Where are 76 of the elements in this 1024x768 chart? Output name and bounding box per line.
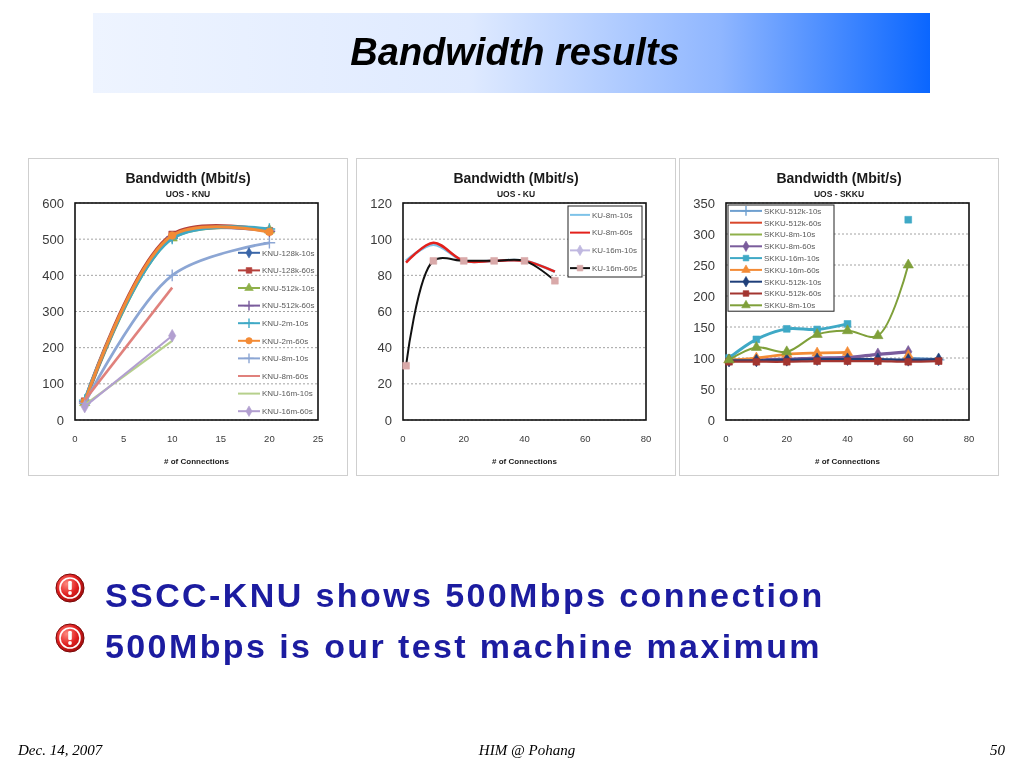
x-tick-label: 5 bbox=[120, 433, 127, 444]
legend-label: KNU-16m-10s bbox=[262, 389, 313, 399]
x-tick-label: 40 bbox=[519, 433, 530, 444]
legend-label: SKKU-8m-10s bbox=[764, 301, 816, 311]
y-tick-label: 120 bbox=[370, 195, 392, 211]
legend-label: SKKU-512k-60s bbox=[764, 289, 822, 299]
y-tick-label: 100 bbox=[370, 231, 392, 247]
y-tick-label: 0 bbox=[384, 412, 392, 428]
y-tick-label: 100 bbox=[693, 350, 715, 366]
y-tick-label: 400 bbox=[42, 267, 64, 283]
y-tick-label: 500 bbox=[42, 231, 64, 247]
text: 50 bbox=[990, 742, 1006, 758]
x-tick-label: 60 bbox=[902, 433, 914, 444]
legend-label: KU-8m-10s bbox=[592, 210, 633, 220]
x-tick-label: 60 bbox=[579, 433, 591, 444]
text: Dec. 14, 2007 bbox=[17, 742, 104, 758]
legend-label: KU-8m-60s bbox=[592, 228, 633, 238]
legend-label: KNU-2m-60s bbox=[262, 336, 309, 346]
legend-label: SKKU-16m-10s bbox=[764, 253, 820, 263]
x-axis-title: # of Connections bbox=[492, 457, 558, 466]
y-tick-label: 0 bbox=[707, 412, 715, 428]
y-tick-label: 150 bbox=[693, 319, 715, 335]
x-tick-label: 0 bbox=[400, 433, 406, 444]
chart-subtitle: UOS - KU bbox=[496, 189, 536, 199]
chart-title: Bandwidth (Mbit/s) bbox=[453, 170, 579, 186]
y-tick-label: 200 bbox=[693, 288, 715, 304]
x-tick-label: 20 bbox=[264, 433, 275, 444]
x-tick-label: 40 bbox=[842, 433, 853, 444]
y-tick-label: 300 bbox=[693, 226, 715, 242]
x-tick-label: 0 bbox=[723, 433, 729, 444]
y-tick-label: 250 bbox=[693, 257, 715, 273]
x-tick-label: 80 bbox=[963, 433, 975, 444]
text: HIM @ Pohang bbox=[477, 742, 576, 758]
chart-subtitle: UOS - KNU bbox=[165, 189, 211, 199]
chart-subtitle: UOS - SKKU bbox=[813, 189, 865, 199]
legend-label: KNU-512k-10s bbox=[262, 283, 315, 293]
x-tick-label: 15 bbox=[215, 433, 227, 444]
x-tick-label: 25 bbox=[312, 433, 324, 444]
x-axis-title: # of Connections bbox=[164, 457, 230, 466]
y-tick-label: 50 bbox=[700, 381, 715, 397]
legend-label: KNU-128k-60s bbox=[262, 266, 315, 276]
legend-label: KNU-16m-60s bbox=[262, 407, 313, 416]
y-tick-label: 40 bbox=[377, 340, 392, 356]
text: 500Mbps is our test machine maximum bbox=[105, 627, 822, 665]
y-tick-label: 0 bbox=[56, 412, 64, 428]
x-tick-label: 20 bbox=[458, 433, 470, 444]
legend-label: SKKU-512k-10s bbox=[764, 277, 822, 287]
y-tick-label: 300 bbox=[42, 304, 64, 319]
legend-label: KNU-512k-60s bbox=[262, 301, 315, 311]
legend-label: SKKU-512k-60s bbox=[764, 218, 822, 228]
y-tick-label: 350 bbox=[693, 195, 715, 211]
legend-label: SKKU-512k-10s bbox=[764, 206, 822, 216]
x-tick-label: 80 bbox=[640, 433, 652, 444]
x-tick-label: 20 bbox=[781, 433, 793, 444]
legend-label: KU-16m-10s bbox=[592, 246, 637, 256]
text: SSCC-KNU shows 500Mbps connection bbox=[105, 576, 825, 614]
legend-label: KNU-128k-10s bbox=[262, 248, 315, 258]
chart-title: Bandwidth (Mbit/s) bbox=[776, 170, 902, 186]
text: Bandwidth results bbox=[350, 31, 680, 73]
y-tick-label: 600 bbox=[42, 195, 64, 211]
legend-label: KNU-2m-10s bbox=[262, 319, 309, 328]
y-tick-label: 80 bbox=[377, 267, 392, 283]
y-tick-label: 100 bbox=[42, 376, 64, 392]
y-tick-label: 60 bbox=[377, 304, 392, 319]
legend-label: KNU-8m-60s bbox=[262, 371, 309, 381]
x-tick-label: 0 bbox=[72, 433, 78, 444]
chart-title: Bandwidth (Mbit/s) bbox=[125, 170, 251, 186]
legend-label: SKKU-8m-60s bbox=[764, 242, 816, 252]
legend-label: KNU-8m-10s bbox=[262, 354, 309, 364]
legend-label: KU-16m-60s bbox=[592, 263, 637, 273]
y-tick-label: 20 bbox=[377, 376, 392, 392]
x-axis-title: # of Connections bbox=[815, 457, 881, 466]
legend-label: SKKU-16m-60s bbox=[764, 265, 820, 275]
y-tick-label: 200 bbox=[42, 340, 64, 356]
legend-label: SKKU-8m-10s bbox=[764, 230, 816, 240]
x-tick-label: 10 bbox=[166, 433, 178, 444]
